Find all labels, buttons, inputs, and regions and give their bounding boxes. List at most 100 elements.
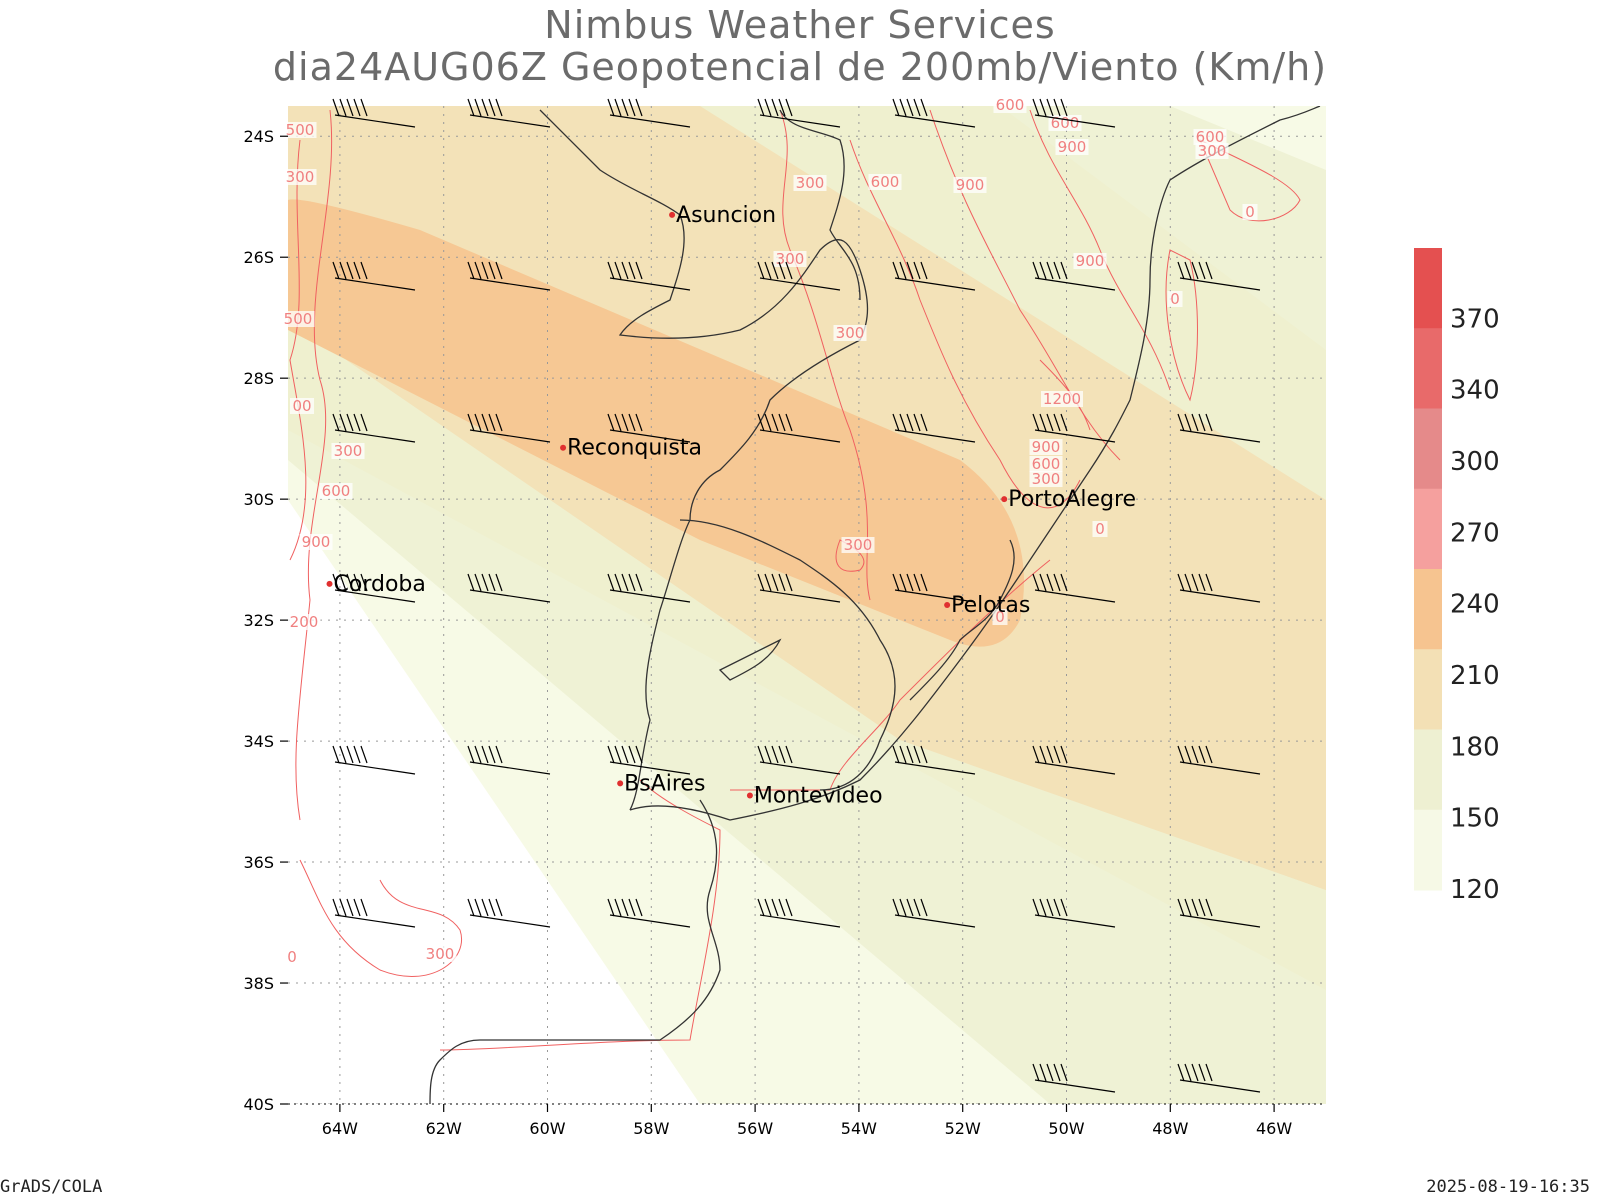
map-title: Nimbus Weather Services dia24AUG06Z Geop… — [0, 4, 1600, 88]
colorbar-label: 370 — [1450, 304, 1500, 334]
contour-label: 300 — [334, 442, 363, 460]
contour-label: 300 — [426, 945, 455, 963]
wind-barb — [1032, 413, 1116, 443]
contour-label-bg — [299, 534, 333, 550]
wind-barb — [607, 98, 691, 128]
contour-label: 600 — [1051, 114, 1080, 132]
contour-label-bg — [1048, 115, 1082, 131]
wind-barb — [467, 413, 551, 443]
city-label: Pelotas — [951, 593, 1030, 618]
title-line-2: dia24AUG06Z Geopotencial de 200mb/Viento… — [272, 45, 1328, 89]
contour-label: 600 — [1196, 128, 1225, 146]
contour-label-bg — [993, 97, 1027, 113]
contour-label: 0 — [287, 948, 297, 966]
contour-label-bg — [423, 946, 457, 962]
contour-label: 300 — [1198, 142, 1227, 160]
lat-tick-label: 30S — [243, 490, 274, 509]
wind-barb — [757, 898, 841, 928]
lon-tick-label: 52W — [945, 1119, 981, 1138]
contour-label: 600 — [322, 482, 351, 500]
wind-barb — [892, 745, 976, 775]
wind-barb — [892, 413, 976, 443]
contour-label: 300 — [286, 168, 315, 186]
contour-label: 900 — [1076, 252, 1105, 270]
footer-software: GrADS/COLA — [0, 1177, 103, 1197]
wind-barb — [1032, 573, 1116, 603]
coastlines-borders — [429, 106, 1321, 1104]
contour-label-bg — [283, 169, 317, 185]
colorbar-label: 180 — [1450, 732, 1500, 762]
contour-label-bg — [992, 609, 1008, 625]
contour-label: 1200 — [1043, 390, 1081, 408]
city-dot — [669, 211, 676, 218]
city-markers: Asuncion Reconquista PortoAlegre Cordoba Pel… — [326, 203, 1136, 809]
contour-label-bg — [1055, 139, 1089, 155]
colorbar-label: 300 — [1450, 447, 1500, 477]
wind-barb — [1032, 745, 1116, 775]
city-bsaires: BsAires — [617, 771, 705, 796]
lon-tick-label: 64W — [322, 1119, 358, 1138]
contour-label: 900 — [1032, 438, 1061, 456]
geopotential-contours — [289, 109, 1301, 1051]
wind-barbs — [332, 98, 1261, 1093]
colorbar-label: 150 — [1450, 804, 1500, 834]
colorbar-label: 240 — [1450, 590, 1500, 620]
contour-label: 500 — [284, 310, 313, 328]
wind-barb — [1177, 413, 1261, 443]
wind-barb — [332, 898, 416, 928]
city-dot — [944, 602, 951, 608]
lon-tick-label: 62W — [426, 1119, 462, 1138]
colorbar-segment — [1414, 488, 1442, 570]
contour-label-bg — [281, 311, 315, 327]
wind-barb — [332, 745, 416, 775]
wind-barb — [1177, 898, 1261, 928]
contour-label-bg — [1029, 439, 1063, 455]
colorbar-segment — [1414, 328, 1442, 409]
contour-label-bg — [290, 398, 314, 414]
contour-label: 200 — [290, 613, 319, 631]
lon-tick-label: 46W — [1256, 1119, 1292, 1138]
city-dot — [746, 792, 753, 799]
contour-label: 0 — [995, 608, 1005, 626]
contour-label-bg — [868, 174, 902, 190]
contour-label: 900 — [1058, 138, 1087, 156]
wind-barb — [467, 898, 551, 928]
city-dot — [326, 580, 333, 587]
wind-barb — [332, 98, 416, 128]
contour-label: 300 — [776, 250, 805, 268]
lon-tick-label: 48W — [1152, 1119, 1188, 1138]
wind-barb — [467, 261, 551, 291]
wind-barb — [1177, 745, 1261, 775]
city-montevideo: Montevideo — [746, 784, 883, 809]
wind-barb — [757, 745, 841, 775]
lat-tick-label: 32S — [243, 611, 274, 630]
colorbar-label: 340 — [1450, 376, 1500, 406]
contour-label: 00 — [292, 397, 311, 415]
colorbar-label: 210 — [1450, 661, 1500, 691]
wind-barb — [757, 98, 841, 128]
city-label: Montevideo — [754, 784, 883, 809]
wind-barb — [1032, 898, 1116, 928]
wind-barb — [332, 413, 416, 443]
contour-label-bg — [1167, 291, 1183, 307]
city-portoalegre: PortoAlegre — [1001, 487, 1136, 512]
city-label: Asuncion — [676, 203, 776, 228]
city-label: Reconquista — [567, 436, 702, 461]
contour-label: 300 — [844, 536, 873, 554]
latitude-axis: 24S 26S 28S 30S 32S 34S 36S 38S 40S — [243, 127, 288, 1114]
contour-label-bg — [1029, 456, 1063, 472]
contour-label-bg — [841, 537, 875, 553]
wind-barb — [892, 261, 976, 291]
wind-barb — [1032, 1063, 1116, 1093]
lon-tick-label: 56W — [737, 1119, 773, 1138]
wind-barb — [892, 98, 976, 128]
lon-tick-label: 54W — [841, 1119, 877, 1138]
city-asuncion: Asuncion — [669, 203, 776, 228]
wind-barb — [607, 898, 691, 928]
wind-barb — [1177, 261, 1261, 291]
city-dot — [560, 444, 567, 451]
wind-barb — [1177, 573, 1261, 603]
contour-label-bg — [793, 175, 827, 191]
lat-tick-label: 24S — [243, 127, 274, 146]
